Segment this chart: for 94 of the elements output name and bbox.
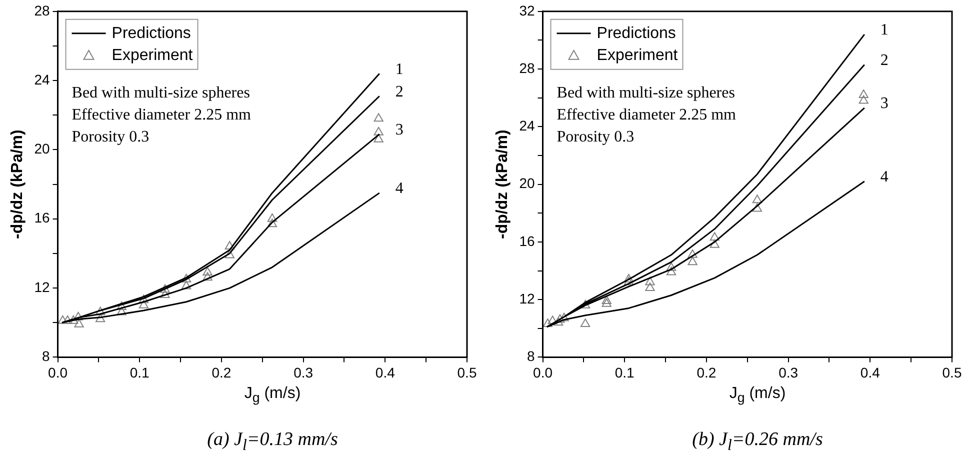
text: (b) J$_{l}$=0.26 mm/s [691, 429, 824, 455]
point [710, 239, 720, 248]
point [710, 232, 720, 241]
point [374, 113, 384, 122]
x-tick-label: 0.3 [778, 364, 798, 380]
x-axis-title: J$_{g}$ (m/s) [728, 385, 787, 408]
legend-label: Predictions [596, 24, 676, 42]
y-tick-label: 32 [519, 2, 535, 18]
y-tick-label: 12 [34, 278, 50, 295]
y-tick-label: 24 [519, 118, 535, 134]
y-tick-label: 8 [42, 348, 50, 364]
x-tick-label: 0.2 [212, 364, 232, 380]
annotation: Porosity 0.3 [72, 128, 150, 146]
y-tick-label: 12 [519, 290, 535, 306]
point [267, 218, 278, 228]
annotation: Bed with multi-size spheres [556, 84, 735, 102]
point [74, 318, 84, 328]
point [202, 272, 212, 281]
annotation: 1 [395, 60, 404, 78]
y-tick-label: 16 [519, 232, 535, 249]
point [602, 296, 612, 304]
y-tick-label: 20 [34, 140, 50, 157]
point [542, 318, 553, 328]
point [555, 314, 565, 323]
x-tick-label: 0.1 [614, 364, 635, 380]
point [559, 312, 569, 322]
point [181, 274, 192, 282]
x-tick-label: 0.1 [130, 364, 150, 380]
y-tick-label: 20 [519, 175, 535, 192]
y-axis-title: -dp/dz (kPa/m) [9, 130, 26, 239]
annotation: 3 [395, 121, 404, 138]
annotation: Effective diameter 2.25 mm [72, 106, 252, 124]
point [160, 289, 170, 298]
annotation: Effective diameter 2.25 mm [556, 106, 737, 124]
point [116, 306, 126, 316]
point [181, 280, 192, 290]
point [68, 315, 78, 324]
point [116, 302, 126, 310]
point [688, 256, 698, 266]
x-tick-label: 0.4 [375, 364, 396, 380]
annotation: 1 [880, 22, 888, 39]
point [688, 249, 698, 258]
point [224, 250, 234, 258]
annotation: Porosity 0.3 [556, 128, 634, 146]
annotation: 3 [880, 95, 888, 112]
annotation: 2 [880, 52, 888, 69]
y-tick-label: 28 [519, 60, 535, 76]
point [624, 276, 634, 286]
point [58, 315, 68, 324]
annotation: Bed with multi-size spheres [72, 84, 250, 102]
point [602, 298, 612, 307]
y-tick-label: 24 [34, 71, 50, 88]
point [374, 126, 384, 136]
point [138, 294, 149, 304]
point [645, 282, 655, 292]
point [666, 262, 676, 271]
point [858, 89, 868, 98]
x-tick-label: 0.3 [294, 364, 314, 380]
annotation: 4 [880, 168, 888, 186]
point [160, 284, 170, 293]
legend-label: Experiment [596, 46, 678, 64]
x-tick-label: 0.5 [942, 364, 962, 380]
point [138, 300, 149, 308]
point [858, 95, 868, 104]
annotation: 4 [395, 180, 404, 198]
y-tick-label: 28 [34, 2, 50, 18]
point [580, 318, 590, 328]
point [202, 266, 212, 276]
y-tick-label: 16 [34, 210, 50, 226]
point [548, 316, 558, 324]
x-tick-label: 0.0 [48, 364, 68, 380]
point [224, 241, 234, 250]
point [374, 134, 384, 142]
point [96, 306, 106, 316]
x-tick-label: 0.2 [696, 364, 716, 380]
text: (a) J$_{l}$=0.13 mm/s [206, 429, 339, 455]
point [62, 315, 72, 324]
point [752, 203, 762, 212]
legend-label: Predictions [112, 24, 191, 42]
point [96, 314, 106, 322]
point [645, 276, 655, 286]
point [267, 213, 278, 222]
x-tick-label: 0.4 [860, 364, 880, 380]
annotation: 2 [395, 83, 404, 100]
x-axis-title: J$_{g}$ (m/s) [243, 385, 302, 408]
y-axis-title: -dp/dz (kPa/m) [494, 130, 512, 239]
x-tick-label: 0.5 [457, 364, 477, 380]
point [752, 194, 762, 204]
point [666, 266, 676, 276]
point [624, 274, 634, 282]
legend-label: Experiment [112, 46, 194, 64]
x-tick-label: 0.0 [533, 364, 553, 380]
point [73, 312, 84, 320]
y-tick-label: 8 [526, 348, 535, 364]
